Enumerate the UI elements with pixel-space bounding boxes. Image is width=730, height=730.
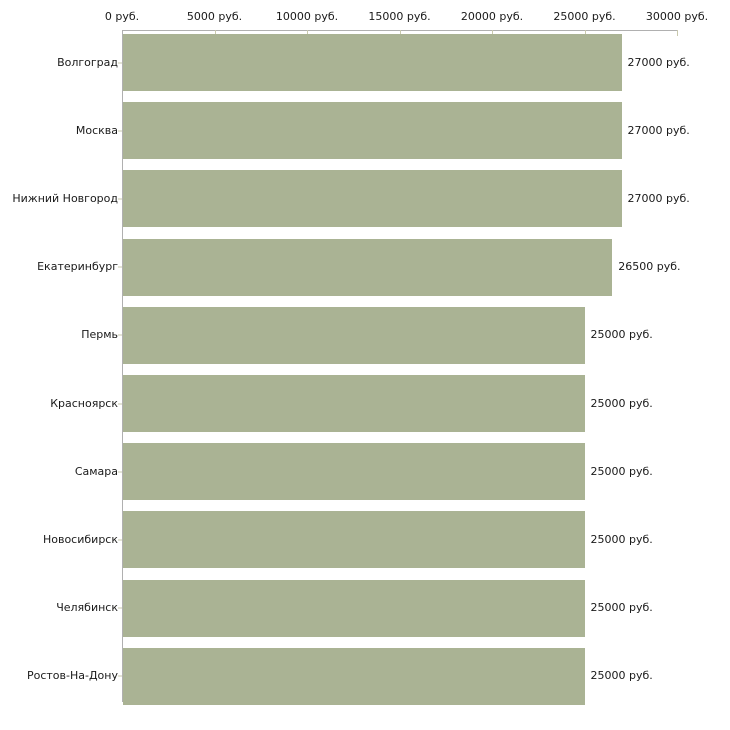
bar-value-label: 25000 руб. <box>590 669 653 683</box>
bar-row: Самара 25000 руб. <box>0 443 730 501</box>
y-axis-tick-mark <box>118 607 122 609</box>
bar-row: Пермь 25000 руб. <box>0 306 730 364</box>
x-axis-tick-label: 0 руб. <box>104 10 140 23</box>
y-axis-tick-mark <box>118 675 122 677</box>
bar[interactable] <box>123 511 585 569</box>
x-axis-tick-label: 30000 руб. <box>645 10 709 23</box>
y-axis-tick-mark <box>118 266 122 268</box>
bar-value-label: 27000 руб. <box>627 123 690 137</box>
y-axis-tick-mark <box>118 130 122 132</box>
category-label: Москва <box>75 123 118 137</box>
plot-area: Волгоград 27000 руб. Москва 27000 руб. Нижни… <box>0 31 730 721</box>
bar[interactable] <box>123 102 622 160</box>
category-label: Красноярск <box>50 396 118 410</box>
bar[interactable] <box>123 170 622 228</box>
category-label: Пермь <box>81 328 118 342</box>
bar[interactable] <box>123 579 585 637</box>
category-label: Новосибирск <box>42 532 118 546</box>
x-axis-tick-label: 5000 руб. <box>186 10 243 23</box>
bar-value-label: 25000 руб. <box>590 464 653 478</box>
x-axis-tick-label: 10000 руб. <box>275 10 339 23</box>
bar-row: Ростов-На-Дону 25000 руб. <box>0 647 730 705</box>
y-axis-tick-mark <box>118 539 122 541</box>
bar-row: Челябинск 25000 руб. <box>0 579 730 637</box>
bar-value-label: 27000 руб. <box>627 55 690 69</box>
category-label: Нижний Новгород <box>12 191 118 205</box>
y-axis-tick-mark <box>118 62 122 63</box>
bar[interactable] <box>123 443 585 501</box>
bar-value-label: 25000 руб. <box>590 601 653 615</box>
bar-row: Новосибирск 25000 руб. <box>0 511 730 569</box>
bar-row: Волгоград 27000 руб. <box>0 34 730 91</box>
bar[interactable] <box>123 647 585 705</box>
y-axis-line <box>122 30 123 702</box>
bar-value-label: 25000 руб. <box>590 532 653 546</box>
x-axis-tick-mark <box>214 30 216 36</box>
x-axis-tick-labels: 0 руб. 5000 руб. 10000 руб. 15000 руб. 20000… <box>0 10 730 26</box>
x-axis-tick-mark <box>677 30 678 36</box>
x-axis-tick-mark <box>492 30 493 36</box>
bar-row: Красноярск 25000 руб. <box>0 375 730 432</box>
bar[interactable] <box>123 375 585 432</box>
y-axis-tick-mark <box>118 334 122 336</box>
bar[interactable] <box>123 306 585 364</box>
bar[interactable] <box>123 34 622 91</box>
category-label: Екатеринбург <box>37 260 118 274</box>
y-axis-tick-mark <box>118 198 122 200</box>
bar-value-label: 25000 руб. <box>590 328 653 342</box>
category-label: Волгоград <box>57 55 118 69</box>
x-axis-tick-label: 25000 руб. <box>553 10 616 23</box>
bar-value-label: 25000 руб. <box>590 396 653 410</box>
bar-row: Москва 27000 руб. <box>0 102 730 160</box>
x-axis-tick-mark <box>399 30 401 36</box>
x-axis-tick-label: 15000 руб. <box>368 10 431 23</box>
bar-value-label: 27000 руб. <box>627 191 690 205</box>
category-label: Челябинск <box>56 601 118 615</box>
category-label: Самара <box>74 464 118 478</box>
x-axis-tick-mark <box>307 30 308 36</box>
x-axis-tick-mark <box>584 30 586 36</box>
bar-row: Нижний Новгород 27000 руб. <box>0 170 730 228</box>
bar[interactable] <box>123 238 613 296</box>
x-axis-tick-label: 20000 руб. <box>460 10 524 23</box>
y-axis-tick-mark <box>118 471 122 473</box>
bar-value-label: 26500 руб. <box>618 260 681 274</box>
bar-row: Екатеринбург 26500 руб. <box>0 238 730 296</box>
category-label: Ростов-На-Дону <box>26 669 118 683</box>
y-axis-tick-mark <box>118 403 122 404</box>
